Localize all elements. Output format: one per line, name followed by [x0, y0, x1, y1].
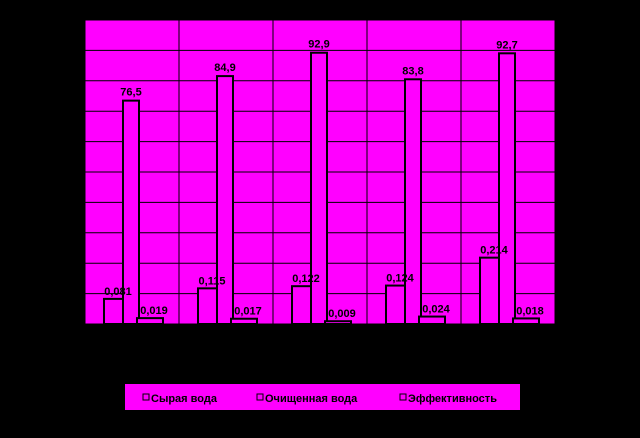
data-labels: 0,081 76,5 0,019 0,115 84,9 0,017 0,122 92,9 0,0…	[104, 39, 544, 320]
data-label-treated-water: 0,018	[516, 305, 544, 317]
data-label-raw-water: 0,122	[292, 273, 320, 285]
data-label-efficiency: 84,9	[214, 62, 235, 74]
data-label-treated-water: 0,017	[234, 306, 262, 318]
legend-marker-efficiency	[399, 393, 407, 401]
legend-label-raw-water: Сырая вода	[151, 393, 218, 405]
legend-label-treated-water: Очищенная вода	[265, 393, 358, 405]
legend-box	[125, 384, 520, 410]
data-label-raw-water: 0,081	[104, 286, 132, 298]
data-label-treated-water: 0,009	[328, 308, 356, 320]
data-label-efficiency: 92,7	[496, 39, 517, 51]
bar-treated-water	[136, 317, 164, 325]
data-label-treated-water: 0,024	[422, 304, 450, 316]
bar-efficiency	[216, 75, 234, 326]
legend-label-efficiency: Эффективность	[408, 393, 497, 405]
data-label-efficiency: 83,8	[402, 65, 423, 77]
data-label-treated-water: 0,019	[140, 305, 168, 317]
legend-marker-treated-water	[256, 393, 264, 401]
bar-efficiency	[310, 51, 328, 326]
bar-treated-water	[230, 317, 258, 326]
bar-treated-water	[324, 320, 352, 325]
bars	[103, 51, 540, 326]
data-label-raw-water: 0,115	[199, 275, 226, 287]
bar-efficiency	[498, 52, 516, 325]
bar-treated-water	[512, 317, 540, 326]
data-label-efficiency: 92,9	[308, 39, 329, 51]
data-label-efficiency: 76,5	[120, 87, 141, 99]
legend: Сырая вода Очищенная вода Эффективность	[125, 384, 520, 410]
legend-marker-raw-water	[142, 393, 150, 401]
data-label-raw-water: 0,214	[480, 245, 508, 257]
bar-efficiency	[122, 99, 140, 326]
bar-efficiency	[404, 78, 422, 325]
data-label-raw-water: 0,124	[386, 273, 414, 285]
bar-treated-water	[418, 315, 446, 325]
